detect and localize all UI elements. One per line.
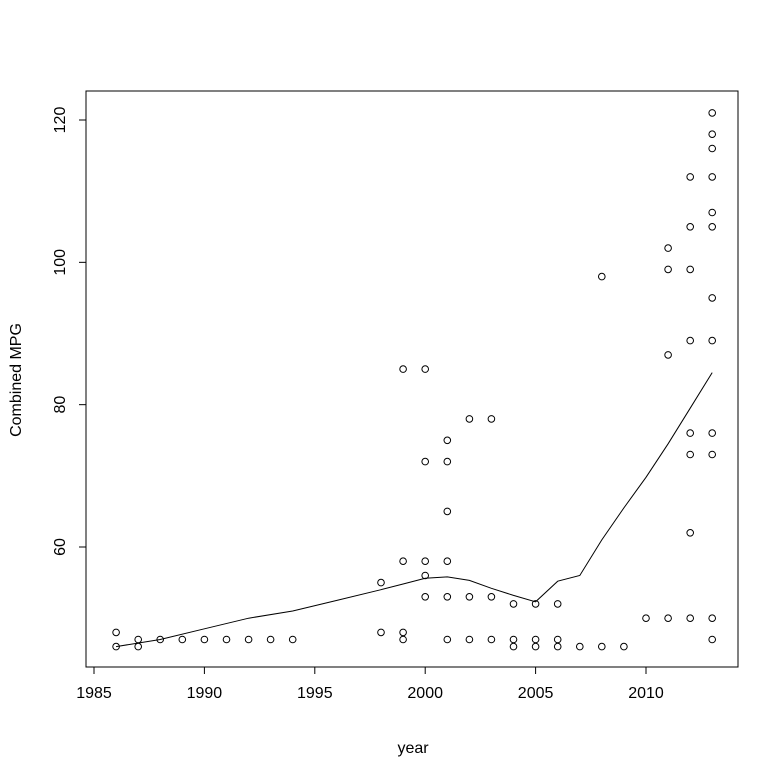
data-point xyxy=(708,614,717,623)
data-point xyxy=(664,244,672,252)
data-point xyxy=(509,642,518,651)
data-point xyxy=(686,429,695,437)
data-point xyxy=(421,365,430,373)
data-point xyxy=(509,635,518,644)
data-point xyxy=(708,144,717,153)
y-tick-label: 80 xyxy=(52,396,69,414)
data-point xyxy=(686,450,695,459)
data-point xyxy=(708,336,717,345)
data-point xyxy=(421,571,430,580)
data-point xyxy=(620,642,628,651)
data-point xyxy=(443,593,452,601)
data-point xyxy=(708,109,717,117)
data-point xyxy=(443,457,452,466)
data-point xyxy=(686,265,695,274)
y-tick-label: 60 xyxy=(52,538,69,556)
data-point xyxy=(531,600,540,608)
data-point xyxy=(244,635,253,644)
data-point xyxy=(465,593,474,601)
data-point xyxy=(112,628,120,637)
data-point xyxy=(399,365,407,373)
data-point xyxy=(487,415,496,423)
data-point xyxy=(509,600,518,608)
data-point xyxy=(443,507,452,516)
y-axis: 60 80 100 120 xyxy=(52,107,87,556)
y-axis-title: Combined MPG xyxy=(8,323,25,437)
data-point xyxy=(708,294,717,302)
x-axis: 1985 1990 1995 2000 2005 2010 xyxy=(76,666,664,702)
data-point xyxy=(443,635,452,644)
data-point xyxy=(708,635,717,644)
data-point xyxy=(708,450,717,459)
data-point xyxy=(377,628,385,637)
data-point xyxy=(421,557,430,566)
data-point xyxy=(266,635,275,644)
data-point xyxy=(443,436,452,445)
data-point xyxy=(686,529,695,537)
data-point xyxy=(686,336,695,345)
data-point xyxy=(200,635,209,644)
data-point xyxy=(134,642,142,651)
data-point xyxy=(531,642,540,651)
data-point xyxy=(708,173,717,181)
data-point xyxy=(443,557,452,566)
data-point xyxy=(377,578,385,587)
data-point xyxy=(487,593,496,601)
data-point xyxy=(708,208,717,217)
data-point xyxy=(465,635,474,644)
x-tick-label: 2005 xyxy=(518,685,554,702)
y-tick-label: 120 xyxy=(52,107,69,134)
data-points xyxy=(112,109,717,651)
trend-line xyxy=(116,372,713,648)
data-point xyxy=(222,635,231,644)
data-point xyxy=(465,415,474,423)
data-point xyxy=(421,457,430,466)
data-point xyxy=(598,272,606,281)
x-tick-label: 2010 xyxy=(628,685,664,702)
data-point xyxy=(112,642,120,651)
data-point xyxy=(553,600,562,608)
x-tick-label: 1995 xyxy=(297,685,333,702)
data-point xyxy=(553,642,562,651)
data-point xyxy=(531,635,540,644)
x-tick-label: 2000 xyxy=(407,685,443,702)
data-point xyxy=(708,130,717,138)
data-point xyxy=(576,642,584,651)
data-point xyxy=(399,635,407,644)
x-axis-title: year xyxy=(397,740,429,757)
data-point xyxy=(553,635,562,644)
data-point xyxy=(642,614,650,623)
data-point xyxy=(288,635,297,644)
x-tick-label: 1990 xyxy=(187,685,223,702)
data-point xyxy=(686,614,695,623)
data-point xyxy=(708,223,717,231)
data-point xyxy=(421,593,430,601)
data-point xyxy=(664,265,672,274)
data-point xyxy=(708,429,717,437)
data-point xyxy=(686,173,695,181)
data-point xyxy=(664,351,672,359)
y-tick-label: 100 xyxy=(52,249,69,276)
x-tick-label: 1985 xyxy=(76,685,112,702)
data-point xyxy=(487,635,496,644)
data-point xyxy=(156,635,164,644)
data-point xyxy=(664,614,672,623)
data-point xyxy=(399,628,407,637)
data-point xyxy=(178,635,187,644)
data-point xyxy=(134,635,142,644)
data-point xyxy=(399,557,407,566)
plot-frame xyxy=(85,90,739,668)
data-point xyxy=(686,223,695,231)
data-point xyxy=(598,642,606,651)
